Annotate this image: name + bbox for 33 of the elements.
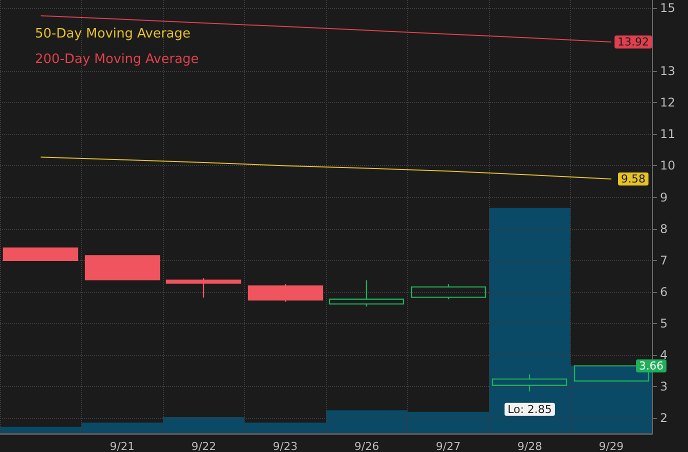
candlestick: [84, 255, 160, 280]
candlestick: [166, 277, 242, 298]
y-tick-label: 15: [660, 0, 676, 15]
y-tick-label: 9: [660, 190, 668, 204]
y-tick-label: 2: [660, 411, 668, 426]
x-tick-label: 9/21: [110, 440, 135, 452]
y-tick-label: 11: [660, 127, 676, 142]
x-tick-label: 9/28: [517, 440, 542, 452]
candlestick: [328, 280, 404, 308]
y-tick-label: 6: [660, 284, 668, 299]
candlestick: [410, 283, 486, 300]
data-label: 13.92: [618, 35, 649, 48]
x-tick-label: 9/23: [272, 440, 298, 452]
y-tick-label: 12: [660, 96, 676, 110]
candlestick: [248, 283, 324, 302]
y-tick-label: 7: [660, 253, 668, 268]
y-tick-label: 13: [660, 64, 676, 78]
candlestick: [492, 374, 568, 392]
text: 3.66: [639, 359, 664, 372]
x-tick-label: 9/26: [354, 440, 380, 452]
x-tick-label: 9/22: [191, 440, 216, 452]
annotation: Lo: 2.85: [508, 402, 552, 416]
y-tick-label: 8: [660, 222, 668, 236]
y-tick-label: 10: [660, 158, 676, 173]
text: 200-Day Moving Average: [35, 52, 199, 67]
line-series: [40, 156, 612, 180]
x-tick-label: 9/29: [598, 440, 624, 452]
y-tick-label: 5: [660, 316, 668, 331]
candlestick: [2, 247, 78, 261]
data-label: 9.58: [621, 172, 646, 186]
text: 50-Day Moving Average: [35, 26, 191, 42]
x-tick-label: 9/27: [436, 440, 461, 452]
y-tick-label: 3: [660, 380, 668, 394]
